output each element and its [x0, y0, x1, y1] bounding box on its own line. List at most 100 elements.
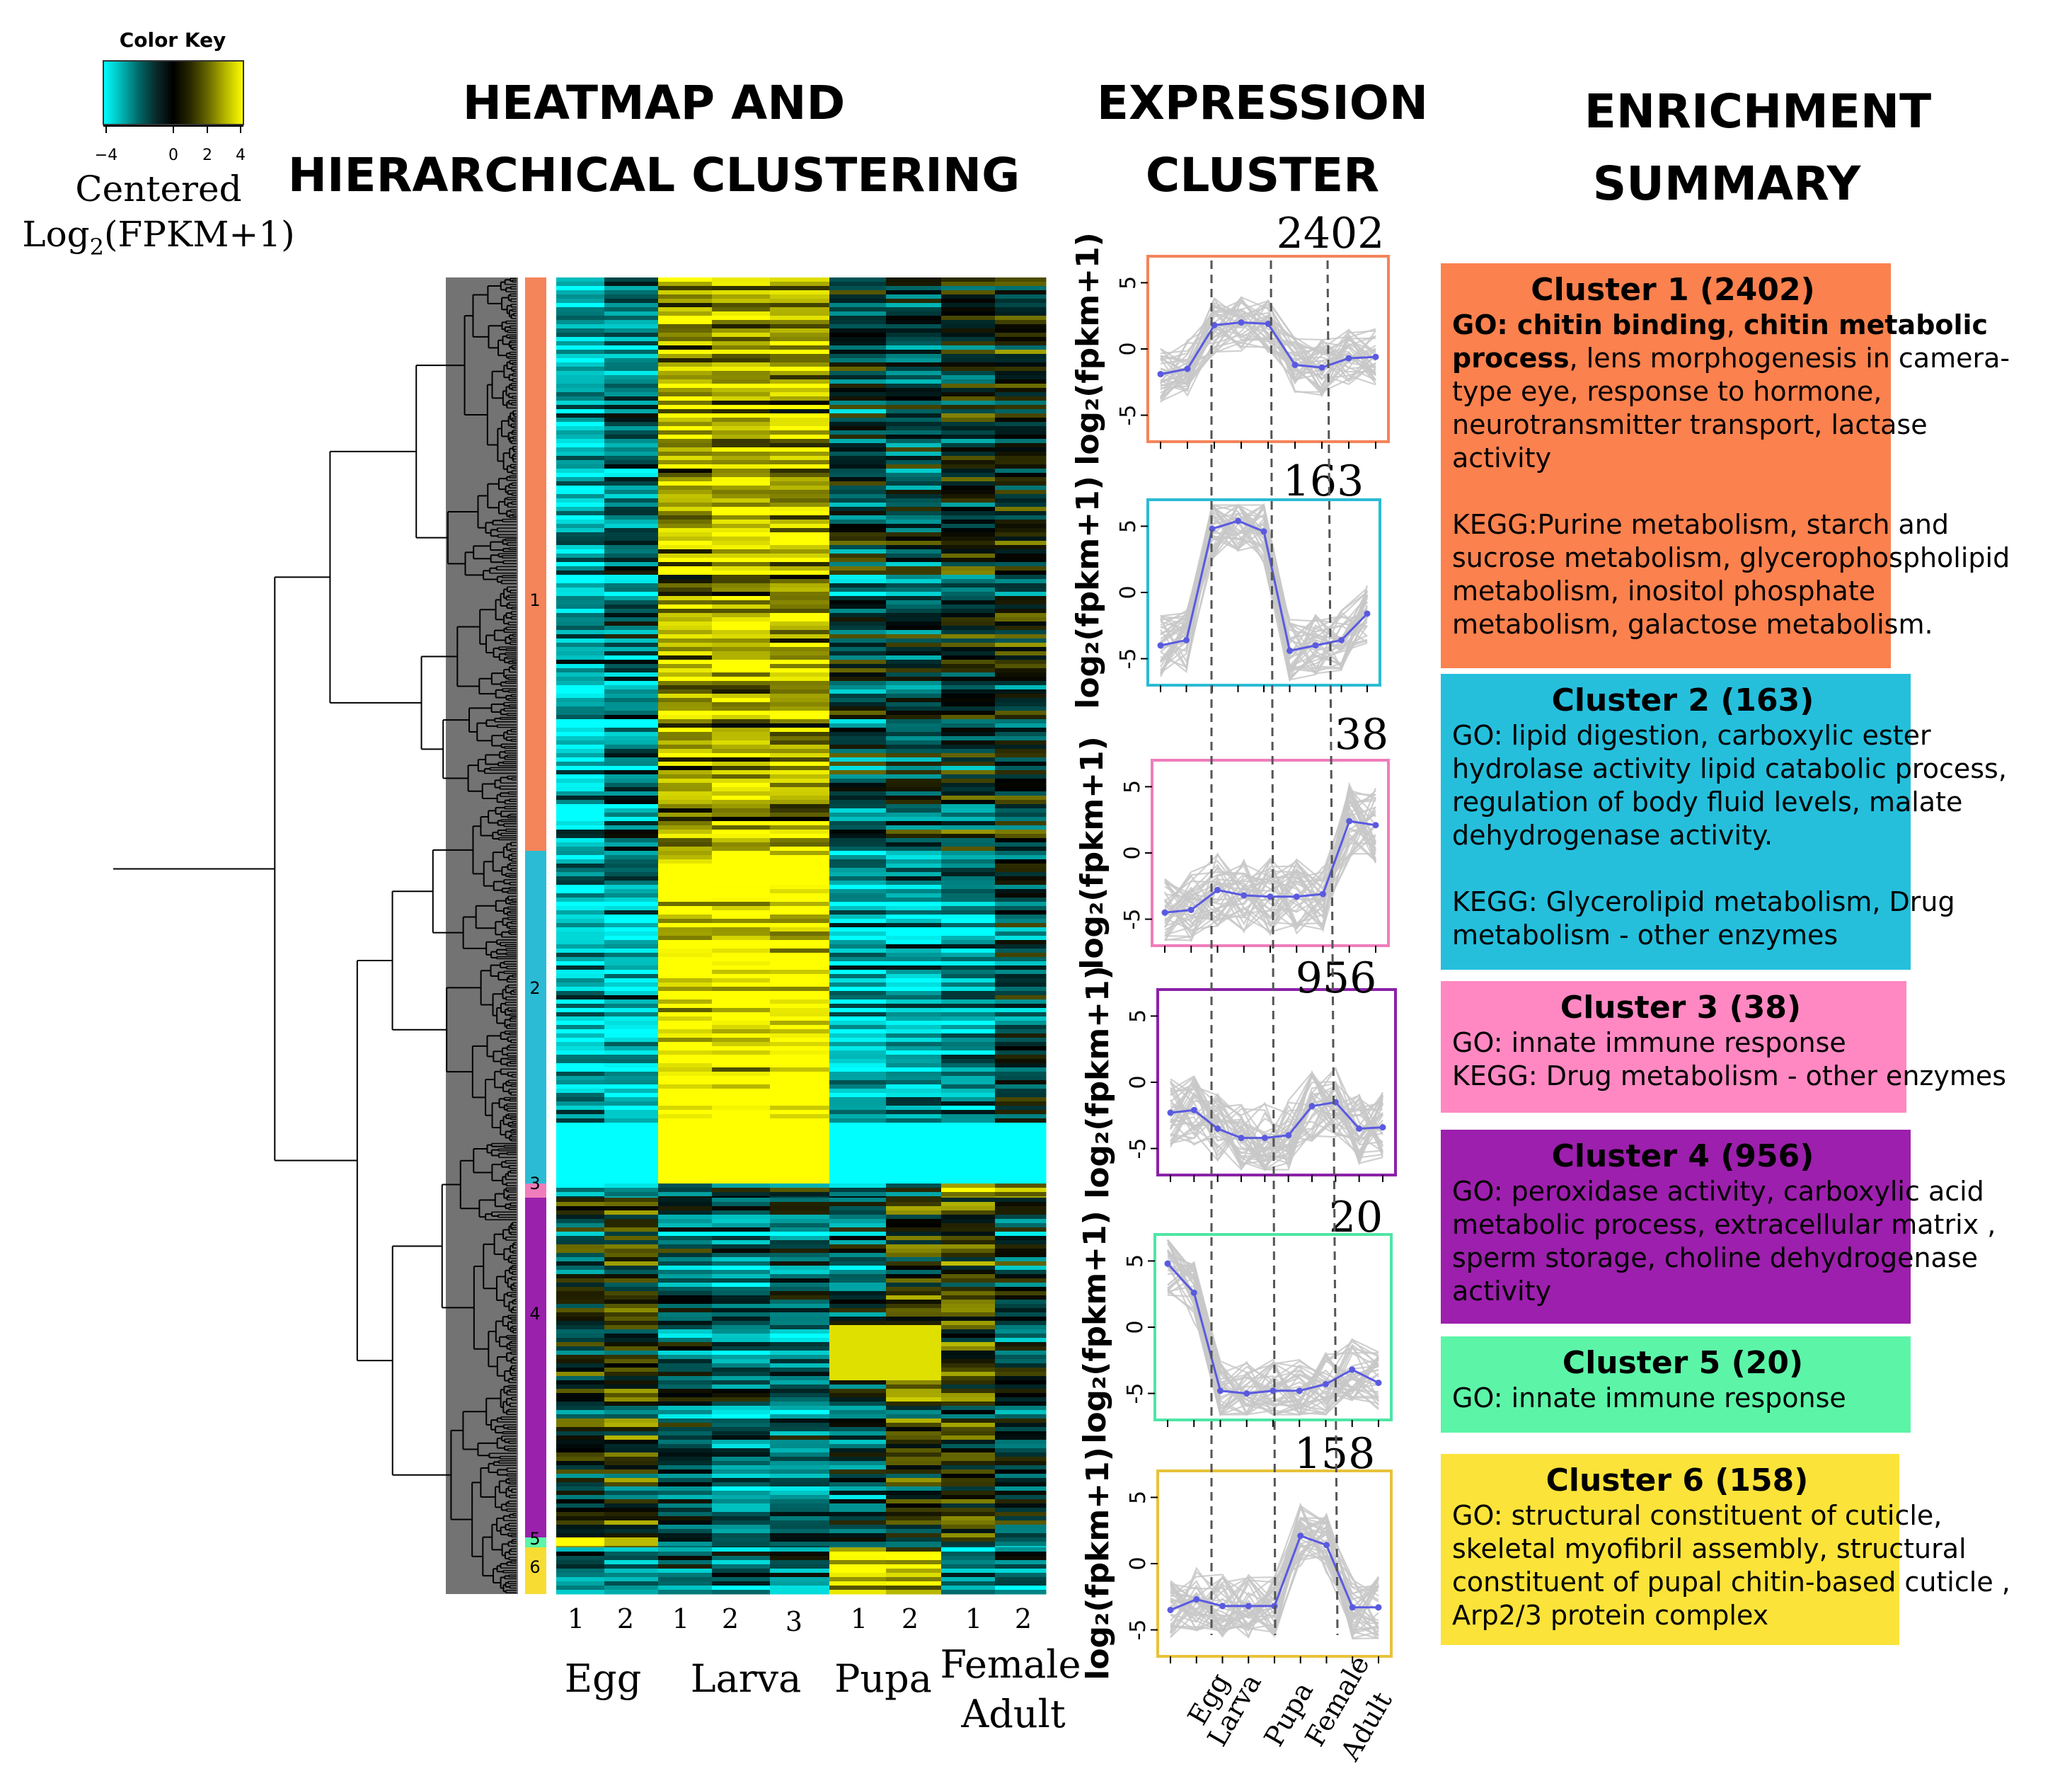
y-tick-label: 5 — [1123, 1254, 1148, 1268]
y-axis-label: log₂(fpkm+1) — [1074, 736, 1110, 970]
enrichment-line: regulation of body fluid levels, malate — [1452, 786, 1962, 818]
color-key-title: Color Key — [120, 28, 226, 52]
mean-point — [1270, 1387, 1277, 1394]
enrichment-line: KEGG: Drug metabolism - other enzymes — [1452, 1060, 2006, 1091]
mean-point — [1157, 371, 1164, 378]
sample-label: 2 — [617, 1603, 634, 1634]
enrichment-line: activity — [1452, 1276, 1551, 1307]
y-axis-label: log₂(fpkm+1) — [1077, 1210, 1113, 1444]
cluster-bar-segment — [525, 1198, 546, 1537]
dendrogram — [113, 277, 518, 1594]
y-tick-label: 5 — [1120, 780, 1145, 793]
y-tick-label: 0 — [1126, 1075, 1151, 1089]
enrichment-box-title: Cluster 4 (956) — [1552, 1138, 1814, 1174]
header-expression-line2: CLUSTER — [1146, 148, 1379, 202]
mean-point — [1323, 1542, 1330, 1549]
mean-point — [1193, 1596, 1200, 1603]
cluster-bar-label: 5 — [529, 1529, 540, 1549]
color-key: Color Key −4 0 2 4 Centered Log2(FPKM+1) — [22, 28, 294, 260]
header-expression-line1: EXPRESSION — [1097, 76, 1428, 130]
mean-point — [1241, 892, 1248, 899]
cluster-bar-segment — [525, 851, 546, 1184]
y-tick-label: 0 — [1116, 342, 1141, 355]
mean-point — [1235, 517, 1241, 525]
expression-panel: 5 0 -5 log₂(fpkm+1) 20 — [1077, 1193, 1393, 1444]
cluster-bar-segment — [525, 1547, 546, 1594]
mean-point — [1287, 647, 1293, 654]
color-key-tick: 4 — [236, 147, 246, 164]
y-tick-label: -5 — [1120, 909, 1145, 930]
cluster-count: 20 — [1329, 1193, 1383, 1242]
mean-point — [1183, 636, 1190, 643]
expression-panel: 5 0 -5 log₂(fpkm+1) 158 — [1080, 1429, 1393, 1680]
sample-label: 1 — [851, 1603, 868, 1634]
enrichment-box-bg — [1441, 1454, 1899, 1645]
mean-point — [1157, 642, 1164, 649]
enrichment-box-bg — [1441, 1336, 1911, 1433]
mean-point — [1190, 1106, 1197, 1113]
cluster-count: 163 — [1283, 457, 1364, 506]
mean-point — [1267, 893, 1274, 900]
enrichment-line: GO: innate immune response — [1452, 1027, 1846, 1058]
cluster-count: 158 — [1294, 1429, 1376, 1479]
y-tick-label: -5 — [1116, 405, 1141, 426]
enrichment-line: sucrose metabolism, glycerophospholipid — [1452, 542, 2010, 573]
y-tick-label: -5 — [1116, 648, 1141, 670]
y-tick-label: 5 — [1116, 276, 1141, 290]
y-axis-label: log₂(fpkm+1) — [1070, 476, 1106, 709]
mean-point — [1285, 1132, 1292, 1139]
cluster-bar-label: 1 — [529, 590, 540, 610]
heatmap-x-labels: 1 2 1 2 3 1 2 1 2 Egg Larva Pupa Female … — [565, 1603, 1081, 1736]
y-tick-label: 5 — [1116, 520, 1141, 533]
enrichment-line: hydrolase activity lipid catabolic proce… — [1452, 753, 2007, 784]
mean-point — [1243, 1390, 1250, 1397]
enrichment-box-bg — [1441, 263, 1891, 668]
y-axis-label: log₂(fpkm+1) — [1080, 965, 1116, 1199]
y-tick-label: 0 — [1120, 846, 1145, 859]
enrichment-line: GO: innate immune response — [1452, 1382, 1846, 1414]
color-key-tick: −4 — [95, 147, 117, 164]
expression-panel: 5 0 -5 log₂(fpkm+1) 163 — [1070, 457, 1381, 709]
cluster-count: 2402 — [1277, 209, 1385, 258]
y-axis-label: log₂(fpkm+1) — [1070, 232, 1106, 466]
stage-label-adult: Adult — [960, 1692, 1066, 1736]
mean-point — [1265, 320, 1272, 327]
enrichment-line: GO: peroxidase activity, carboxylic acid — [1452, 1176, 1984, 1207]
mean-point — [1312, 642, 1319, 649]
mean-point — [1219, 1603, 1226, 1610]
mean-point — [1167, 1109, 1174, 1116]
cluster-bar-label: 6 — [529, 1557, 540, 1577]
enrichment-box-title: Cluster 2 (163) — [1552, 682, 1814, 718]
stage-label-pupa: Pupa — [834, 1656, 932, 1701]
enrichment-box-bg — [1441, 981, 1906, 1113]
y-tick-label: -5 — [1126, 1620, 1151, 1641]
mean-point — [1167, 1607, 1174, 1613]
mean-point — [1291, 361, 1299, 368]
mean-point — [1260, 528, 1267, 535]
expression-cluster-panels: 5 0 -5 log₂(fpkm+1) 2402 5 0 -5 log₂(fpkm+1) 163 5… — [1070, 209, 1397, 1680]
y-axis-label: log₂(fpkm+1) — [1080, 1447, 1116, 1680]
mean-point — [1375, 1604, 1382, 1611]
mean-point — [1372, 822, 1379, 829]
color-key-gradient — [103, 60, 244, 125]
enrichment-box-bg — [1441, 674, 1911, 970]
cluster-count: 38 — [1335, 710, 1388, 760]
enrichment-box: Cluster 5 (20)GO: innate immune response — [1441, 1336, 1911, 1433]
mean-point — [1349, 1604, 1356, 1611]
enrichment-box: Cluster 4 (956)GO: peroxidase activity, … — [1441, 1130, 1996, 1324]
cluster-bar-label: 2 — [529, 978, 540, 998]
mean-point — [1164, 1260, 1171, 1267]
sample-label: 2 — [902, 1603, 919, 1634]
y-tick-label: 0 — [1126, 1557, 1151, 1570]
sample-label: 1 — [568, 1603, 585, 1634]
enrichment-line: neurotransmitter transport, lactase — [1452, 409, 1928, 440]
mean-point — [1297, 1532, 1304, 1540]
color-key-tick: 2 — [202, 147, 212, 164]
enrichment-line: KEGG:Purine metabolism, starch and — [1452, 509, 1949, 540]
sample-label: 3 — [785, 1606, 802, 1637]
stage-label-egg: Egg — [565, 1656, 642, 1701]
cluster-bar-label: 3 — [529, 1174, 540, 1193]
mean-point — [1190, 1289, 1197, 1296]
y-tick-label: -5 — [1126, 1138, 1151, 1159]
